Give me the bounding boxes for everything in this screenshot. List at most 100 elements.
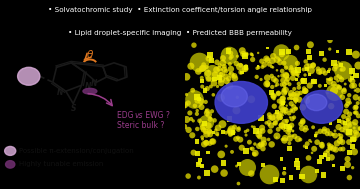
Point — [209, 140, 215, 143]
Point — [270, 55, 276, 58]
Point — [274, 69, 280, 72]
Point — [274, 135, 280, 138]
Point — [328, 145, 333, 148]
Point — [194, 140, 200, 143]
Point — [304, 146, 310, 149]
Point — [269, 116, 275, 119]
Point — [219, 68, 225, 71]
Point — [203, 120, 209, 123]
Point — [250, 54, 256, 57]
Point — [229, 73, 234, 76]
Point — [215, 85, 220, 88]
Point — [226, 130, 232, 133]
Point — [187, 112, 193, 115]
Point — [291, 116, 297, 119]
Point — [322, 58, 328, 61]
Point — [301, 68, 306, 71]
Point — [280, 108, 286, 111]
Point — [328, 77, 334, 80]
Point — [289, 117, 295, 120]
Point — [346, 130, 352, 133]
Point — [355, 102, 360, 105]
Point — [341, 88, 347, 91]
Point — [325, 149, 331, 152]
Point — [327, 68, 332, 71]
Point — [353, 105, 359, 108]
Point — [184, 75, 189, 78]
Point — [282, 129, 288, 132]
Point — [349, 84, 355, 88]
Point — [345, 163, 351, 166]
Point — [338, 64, 343, 67]
Point — [332, 129, 338, 132]
Point — [252, 143, 258, 146]
Point — [331, 164, 337, 167]
Point — [250, 58, 256, 61]
Point — [285, 77, 291, 81]
Point — [328, 105, 334, 108]
Point — [281, 110, 287, 113]
Point — [267, 130, 273, 133]
Text: S: S — [71, 104, 77, 113]
Point — [251, 126, 257, 129]
Point — [288, 176, 294, 179]
Point — [188, 117, 194, 120]
Point — [347, 176, 352, 179]
Point — [219, 153, 224, 156]
Point — [269, 85, 275, 88]
Point — [283, 112, 288, 115]
Point — [206, 57, 212, 60]
Point — [334, 142, 340, 145]
Point — [256, 145, 262, 148]
Point — [291, 93, 297, 96]
Point — [248, 98, 254, 101]
Point — [283, 88, 289, 91]
Point — [266, 123, 271, 126]
Point — [280, 126, 286, 129]
Point — [351, 84, 357, 87]
Point — [282, 83, 287, 86]
Point — [269, 143, 275, 146]
Point — [234, 109, 239, 112]
Point — [283, 77, 289, 80]
Point — [304, 67, 310, 70]
Point — [206, 124, 211, 127]
Point — [287, 60, 293, 64]
Point — [279, 138, 285, 141]
Point — [259, 126, 265, 129]
Point — [331, 61, 337, 64]
Point — [306, 156, 311, 160]
Point — [287, 116, 293, 119]
Point — [253, 129, 259, 132]
Point — [249, 125, 255, 128]
Point — [271, 77, 277, 81]
Point — [279, 50, 285, 53]
Point — [199, 105, 204, 108]
Point — [302, 74, 308, 77]
Point — [229, 150, 235, 153]
Point — [319, 143, 325, 146]
Point — [292, 98, 298, 101]
Point — [336, 126, 342, 129]
Point — [309, 151, 315, 154]
Point — [242, 67, 248, 70]
Point — [282, 139, 287, 142]
Point — [353, 53, 359, 56]
Point — [338, 69, 344, 72]
Point — [315, 67, 321, 70]
Point — [290, 77, 296, 80]
Point — [204, 142, 210, 145]
Point — [339, 128, 345, 131]
Point — [194, 109, 200, 112]
Point — [219, 78, 225, 81]
Point — [178, 87, 184, 90]
Point — [280, 100, 286, 103]
Point — [324, 78, 330, 81]
Text: N: N — [85, 82, 91, 91]
Point — [267, 116, 273, 119]
Point — [243, 66, 249, 69]
Point — [314, 141, 320, 144]
Point — [348, 79, 354, 82]
Point — [285, 130, 291, 133]
Point — [207, 118, 213, 121]
